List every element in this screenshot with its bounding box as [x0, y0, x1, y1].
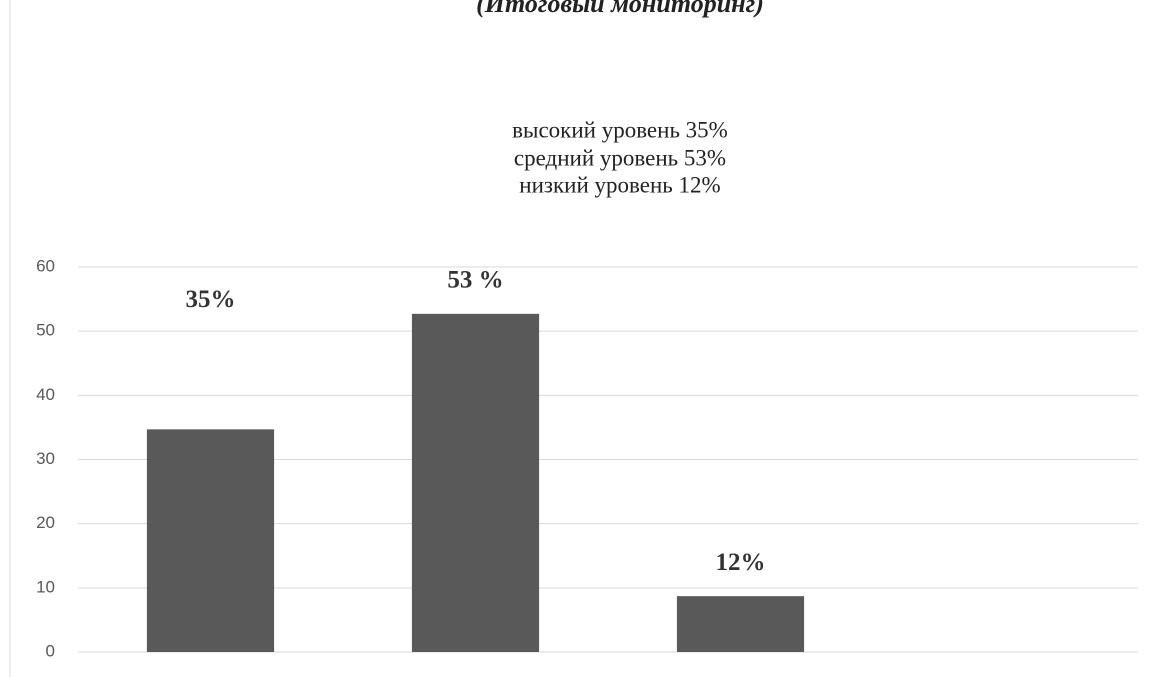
y-tick-label: 10: [36, 577, 55, 596]
bar-annotation: 35%: [186, 286, 236, 313]
y-tick-label: 60: [36, 256, 55, 275]
subtitle: высокий уровень 35%: [512, 117, 728, 142]
y-tick-label: 40: [36, 385, 55, 404]
y-tick-label: 50: [36, 321, 55, 340]
chart-frame: [9, 0, 11, 677]
bar-annotation: 53 %: [447, 267, 503, 294]
y-tick-label: 30: [36, 449, 55, 468]
y-tick-label: 20: [36, 513, 55, 532]
y-tick-label: 0: [46, 641, 55, 660]
subtitle: низкий уровень 12%: [519, 172, 720, 197]
bar: [676, 596, 805, 652]
chart-title: (Итоговый мониторинг): [476, 0, 764, 18]
bar: [411, 313, 540, 652]
subtitle: средний уровень 53%: [514, 145, 726, 170]
bar-annotation: 12%: [716, 549, 766, 576]
bar: [146, 429, 275, 652]
